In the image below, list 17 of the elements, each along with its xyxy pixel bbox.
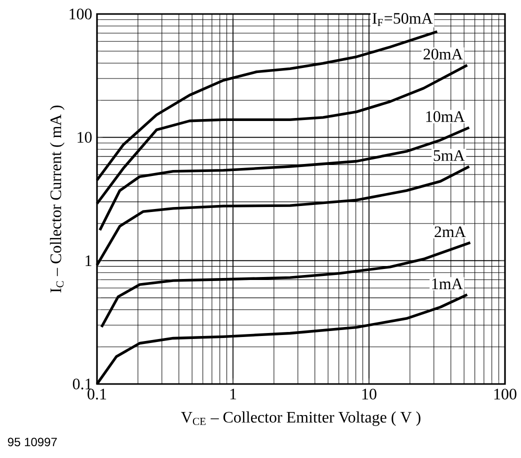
- y-axis-title: I$_{C}$ – Collector Current ( mA ): [50, 106, 64, 293]
- x-tick-label: 0.1: [88, 388, 106, 400]
- series-label: I$_{F}$=50mA: [372, 12, 433, 26]
- series-label: 5mA: [434, 150, 465, 161]
- text: 95 10997: [8, 438, 57, 446]
- x-tick-label: 100: [494, 388, 516, 400]
- y-tick-label: 0.1: [72, 378, 92, 390]
- x-axis-title: V$_{CE}$ – Collector Emitter Voltage ( V ): [181, 411, 420, 426]
- y-tick-label: 100: [70, 8, 92, 20]
- x-tick-label: 10: [362, 388, 376, 400]
- y-tick-label: 1: [86, 255, 92, 266]
- series-label: 10mA: [426, 111, 465, 122]
- series-label: 2mA: [434, 226, 466, 238]
- series-label: 1mA: [432, 278, 463, 290]
- x-tick-label: 1: [230, 388, 236, 400]
- series-label: 20mA: [424, 48, 463, 60]
- y-tick-label: 10: [78, 132, 92, 143]
